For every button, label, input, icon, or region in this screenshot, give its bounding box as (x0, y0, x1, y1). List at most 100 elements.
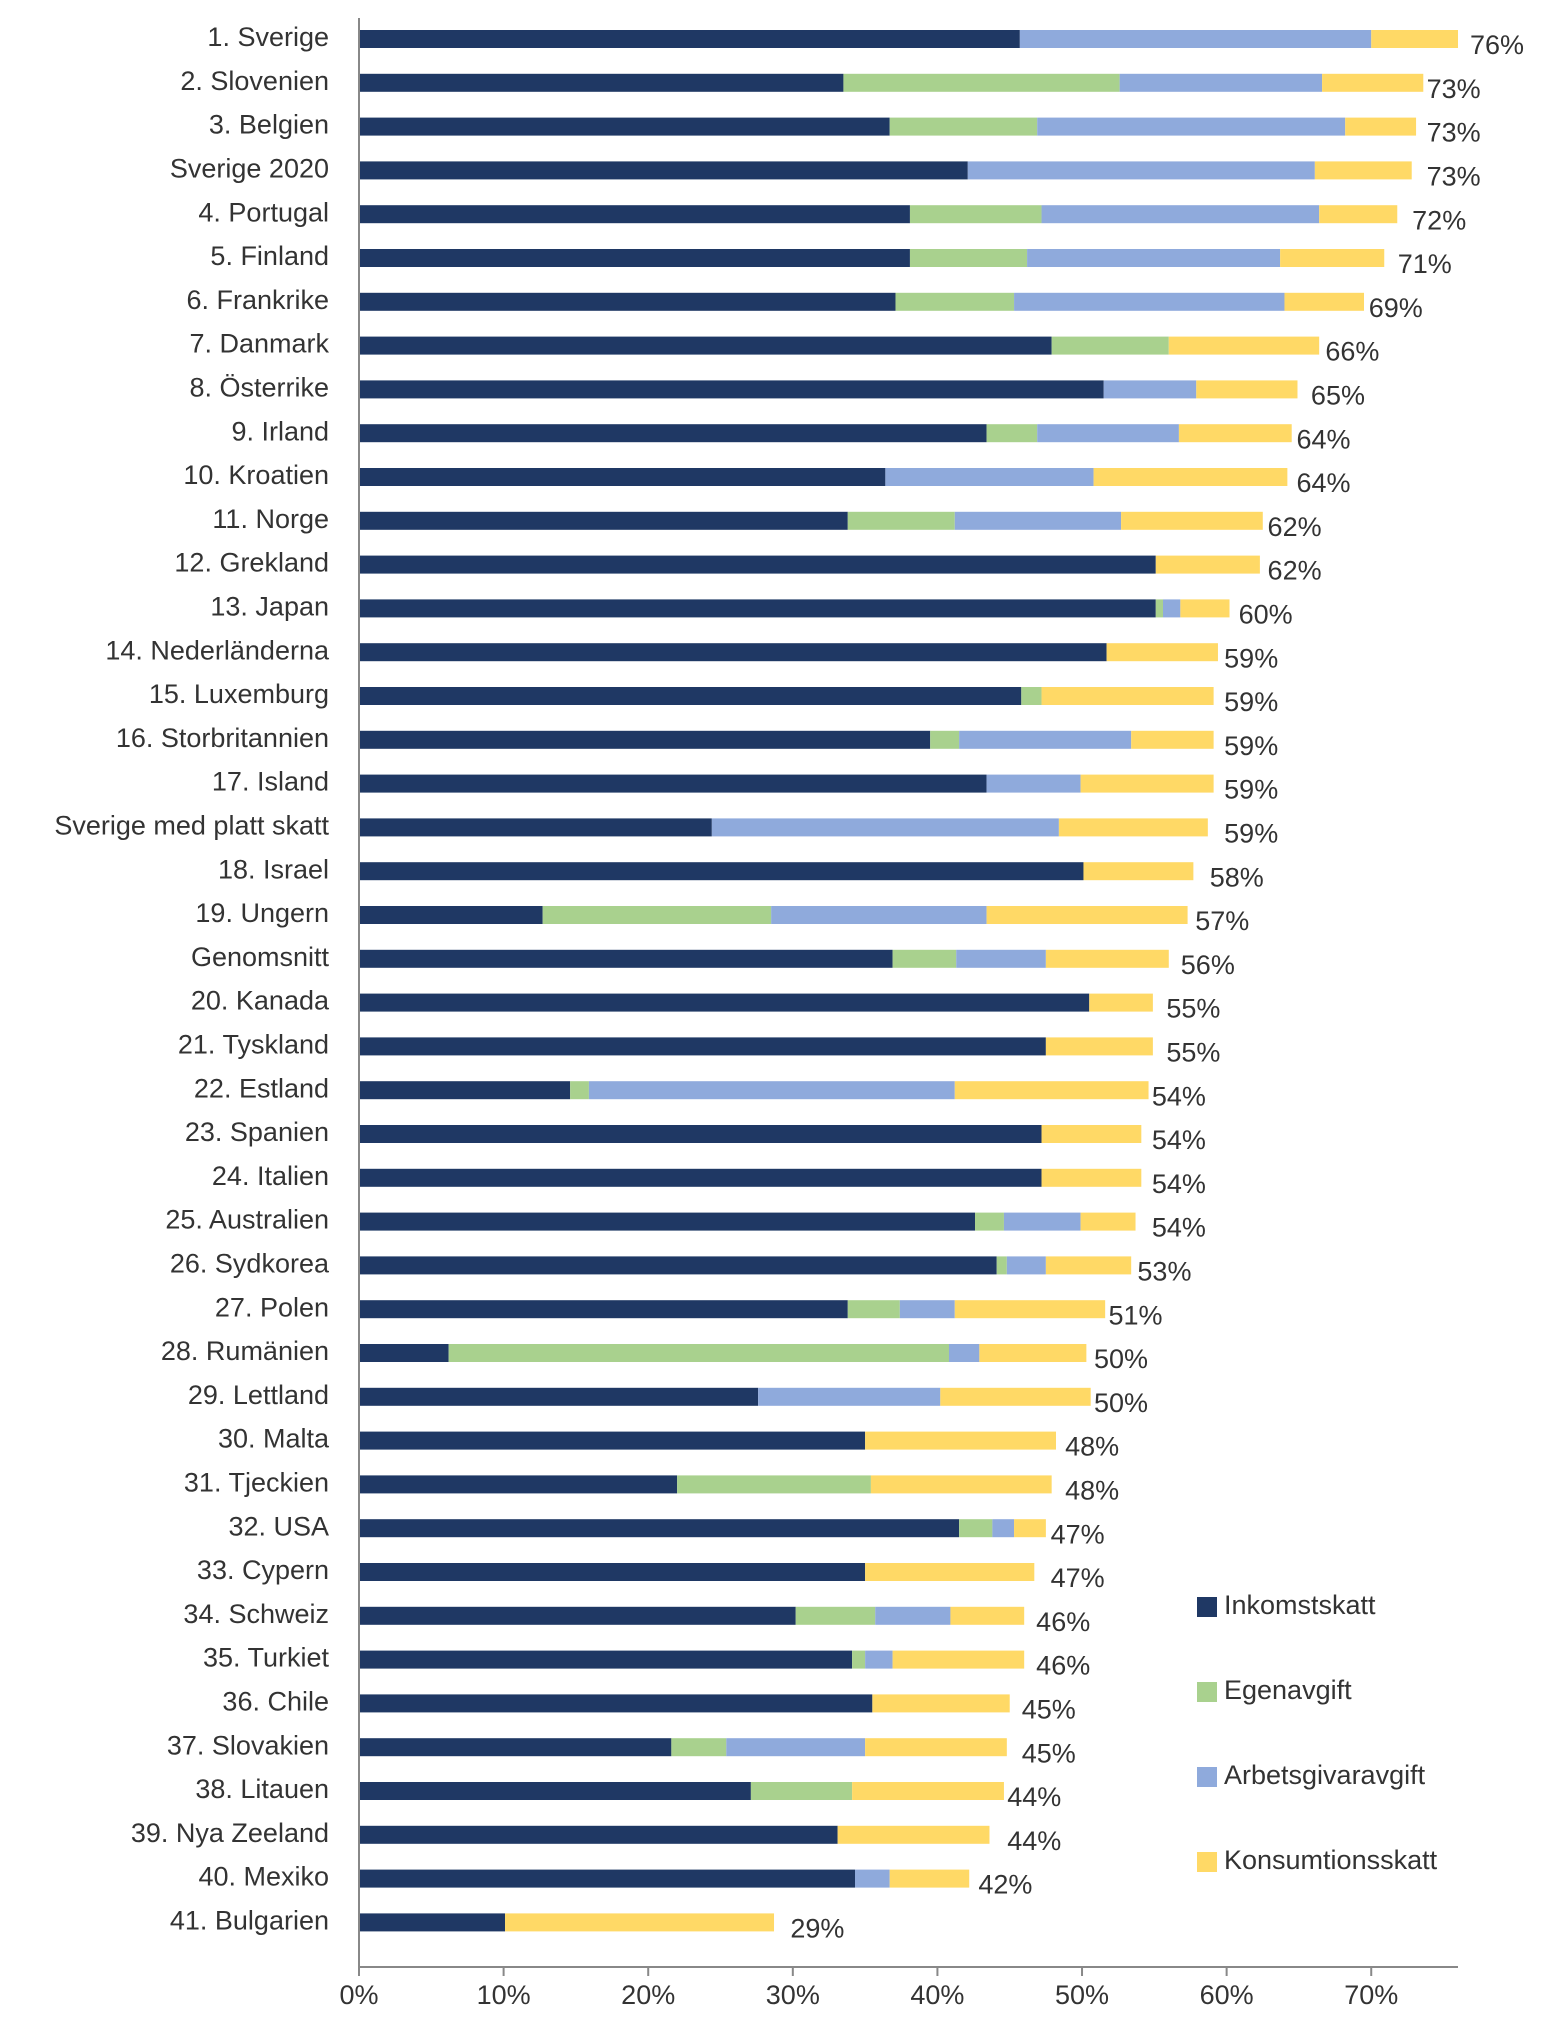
category-label: 36. Chile (222, 1687, 329, 1717)
bar-segment (359, 862, 1084, 881)
bar-segment (542, 906, 772, 924)
x-tick-label: 40% (910, 1980, 964, 2010)
bar-segment (570, 1081, 589, 1100)
legend-label: Inkomstskatt (1224, 1590, 1376, 1620)
bar-segment (359, 1212, 976, 1231)
total-label: 72% (1412, 205, 1466, 235)
total-label: 57% (1195, 906, 1249, 936)
bar-segment (771, 906, 987, 924)
category-label: 12. Grekland (174, 548, 329, 578)
bar-segment (1080, 774, 1214, 793)
bar-segment (359, 292, 896, 311)
total-label: 48% (1065, 1476, 1119, 1506)
category-label: 26. Sydkorea (170, 1249, 330, 1279)
bar-segment (671, 1738, 727, 1757)
bar-segment (505, 1913, 775, 1932)
bar-segment (870, 1475, 1052, 1494)
legend-label: Arbetsgivaravgift (1224, 1760, 1426, 1790)
total-label: 59% (1224, 775, 1278, 805)
category-label: 10. Kroatien (183, 460, 329, 490)
total-label: 59% (1224, 643, 1278, 673)
category-label: 24. Italien (212, 1161, 329, 1191)
bar-segment (865, 1563, 1035, 1581)
bar-segment (948, 1344, 980, 1362)
total-label: 64% (1296, 468, 1350, 498)
bar-segment (1196, 380, 1298, 399)
bar-segment (1041, 1168, 1142, 1187)
bar-segment (359, 1431, 866, 1450)
bar-segment (359, 993, 1090, 1012)
bar-segment (930, 730, 960, 749)
bar-segment (359, 1782, 751, 1800)
total-label: 44% (1007, 1782, 1061, 1812)
bar-segment (1083, 862, 1194, 881)
legend-label: Konsumtionsskatt (1224, 1845, 1438, 1875)
bar-segment (359, 730, 931, 749)
bar-segment (359, 249, 910, 267)
bar-segment (1045, 949, 1169, 968)
total-label: 45% (1022, 1738, 1076, 1768)
total-label: 59% (1224, 687, 1278, 717)
category-label: 23. Spanien (185, 1117, 329, 1147)
bar-segment (359, 1606, 796, 1625)
category-label: 22. Estland (194, 1073, 329, 1103)
bar-segment (359, 1344, 449, 1362)
x-tick-label: 30% (766, 1980, 820, 2010)
total-label: 73% (1427, 162, 1481, 192)
bar-segment (1006, 1256, 1046, 1275)
bar-segment (750, 1782, 853, 1800)
bar-segment (847, 1300, 900, 1319)
bar-segment (979, 1344, 1087, 1362)
category-label: 41. Bulgarien (170, 1906, 329, 1936)
bar-segment (837, 1825, 990, 1844)
category-label: 33. Cypern (197, 1555, 329, 1585)
category-label: 1. Sverige (207, 22, 329, 52)
bar-segment (1345, 117, 1417, 136)
total-label: 76% (1470, 30, 1524, 60)
total-label: 73% (1427, 118, 1481, 148)
bar-segment (1045, 1037, 1153, 1056)
bar-segment (967, 161, 1315, 180)
bar-segment (892, 949, 957, 968)
bar-segment (1322, 73, 1424, 92)
bar-segment (359, 1825, 838, 1844)
bar-segment (359, 1869, 855, 1888)
bar-segment (1037, 117, 1346, 136)
category-label: 7. Danmark (189, 329, 329, 359)
bar-segment (1178, 424, 1292, 443)
category-label: 39. Nya Zeeland (131, 1818, 329, 1848)
bar-segment (1021, 687, 1042, 705)
bar-segment (359, 161, 968, 180)
category-label: 13. Japan (210, 592, 329, 622)
total-label: 62% (1268, 556, 1322, 586)
bar-segment (950, 1606, 1025, 1625)
total-label: 60% (1239, 600, 1293, 630)
bar-segment (359, 1387, 759, 1406)
category-label: 32. USA (228, 1511, 329, 1541)
bar-segment (1003, 1212, 1081, 1231)
bar-segment (1284, 292, 1365, 311)
bar-segment (1041, 687, 1214, 705)
total-label: 47% (1051, 1563, 1105, 1593)
bar-segment (359, 336, 1052, 355)
bar-segment (854, 1869, 890, 1888)
bar-segment (1019, 30, 1372, 48)
bar-segment (1041, 205, 1320, 224)
bar-segment (954, 1300, 1106, 1319)
bar-segment (359, 949, 893, 968)
category-label: 3. Belgien (209, 110, 329, 140)
category-label: 6. Frankrike (186, 285, 329, 315)
bar-segment (1319, 205, 1398, 224)
category-label: 25. Australien (165, 1205, 329, 1235)
bar-segment (359, 1475, 678, 1494)
category-label: 20. Kanada (191, 986, 330, 1016)
total-label: 55% (1166, 994, 1220, 1024)
bar-segment (359, 906, 543, 924)
bar-segment (1051, 336, 1169, 355)
category-label: 15. Luxemburg (149, 679, 329, 709)
total-label: 50% (1094, 1344, 1148, 1374)
category-label: 28. Rumänien (161, 1336, 329, 1366)
category-label: 5. Finland (210, 241, 329, 271)
total-label: 73% (1427, 74, 1481, 104)
